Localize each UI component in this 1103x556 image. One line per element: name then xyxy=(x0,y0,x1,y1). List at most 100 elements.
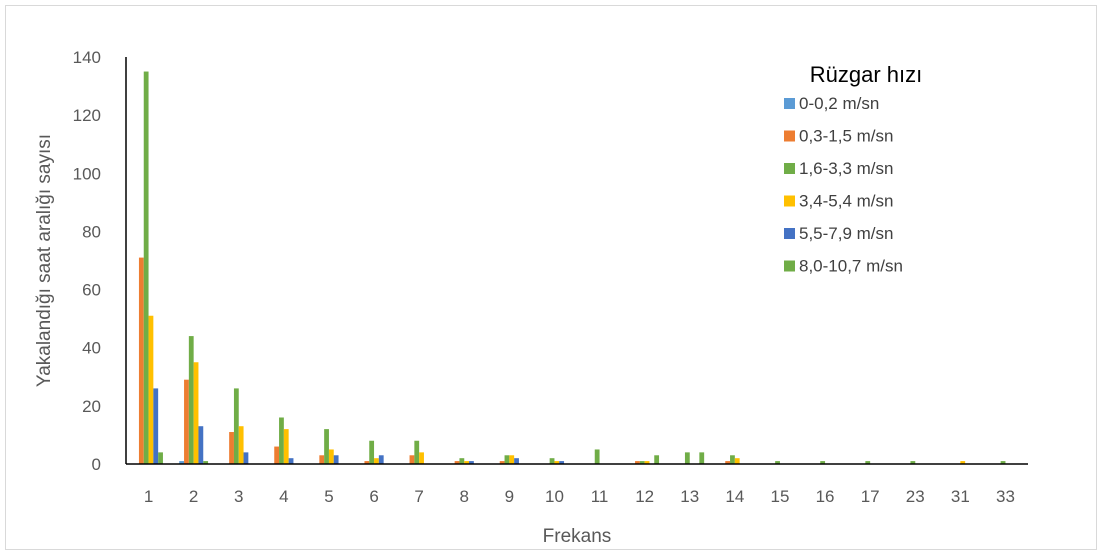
bar xyxy=(324,429,329,464)
legend-swatch xyxy=(784,130,795,142)
chart-frame xyxy=(5,5,1097,550)
bar xyxy=(775,461,780,464)
legend-swatch xyxy=(784,260,795,272)
legend-label: 8,0-10,7 m/sn xyxy=(799,257,903,276)
x-tick-label: 6 xyxy=(369,487,378,506)
legend-label: 3,4-5,4 m/sn xyxy=(799,192,894,211)
bar xyxy=(635,461,640,464)
bar xyxy=(158,452,163,464)
bar xyxy=(559,461,565,464)
y-tick-label: 80 xyxy=(82,222,101,241)
bar xyxy=(554,461,560,464)
legend-label: 0,3-1,5 m/sn xyxy=(799,127,894,146)
x-tick-label: 2 xyxy=(189,487,198,506)
bar xyxy=(414,440,420,464)
x-tick-label: 7 xyxy=(414,487,423,506)
bar xyxy=(288,458,294,464)
legend-label: 0-0,2 m/sn xyxy=(799,94,879,113)
bar xyxy=(504,455,510,464)
legend: 0-0,2 m/sn 0,3-1,5 m/sn 1,6-3,3 m/sn 3,4-5,… xyxy=(784,94,903,276)
y-tick-label: 40 xyxy=(82,339,101,358)
bar xyxy=(233,388,239,464)
bar xyxy=(283,429,289,464)
bar xyxy=(820,461,826,464)
x-tick-label: 9 xyxy=(505,487,514,506)
y-tick-label: 0 xyxy=(92,455,101,474)
bar xyxy=(238,426,244,464)
bar xyxy=(198,426,204,464)
bar xyxy=(454,461,460,464)
x-tick-label: 16 xyxy=(816,487,835,506)
bar xyxy=(143,71,149,464)
y-tick-label: 100 xyxy=(73,164,101,183)
x-tick-label: 17 xyxy=(861,487,880,506)
bars xyxy=(138,71,1006,464)
bar xyxy=(148,315,154,464)
bar xyxy=(509,455,515,464)
bar xyxy=(549,458,555,464)
bar xyxy=(279,417,284,464)
bar xyxy=(1000,461,1006,464)
bar xyxy=(469,461,474,464)
x-axis-ticks: 1 2 3 4 5 6 7 8 9 10 11 12 13 14 15 16 17 23 31 33 xyxy=(144,487,1015,506)
x-tick-label: 11 xyxy=(591,487,609,506)
bar xyxy=(730,455,735,464)
bar xyxy=(374,458,379,464)
bar xyxy=(639,461,645,464)
legend-swatch xyxy=(784,98,795,109)
bar xyxy=(865,461,871,464)
bar xyxy=(514,458,519,464)
legend-label: 1,6-3,3 m/sn xyxy=(799,159,894,178)
x-tick-label: 14 xyxy=(725,487,744,506)
bar xyxy=(179,461,185,464)
legend-label: 5,5-7,9 m/sn xyxy=(799,224,894,243)
bar xyxy=(409,455,415,464)
bar xyxy=(499,461,505,464)
bar xyxy=(419,452,424,464)
x-tick-label: 1 xyxy=(144,487,153,506)
bar xyxy=(684,452,690,464)
bar xyxy=(184,379,189,464)
bar xyxy=(369,440,375,464)
x-tick-label: 13 xyxy=(680,487,699,506)
x-tick-label: 31 xyxy=(951,487,970,506)
bar xyxy=(138,257,144,464)
bar xyxy=(464,461,470,464)
x-tick-label: 15 xyxy=(770,487,789,506)
bar xyxy=(734,458,740,464)
x-tick-label: 5 xyxy=(324,487,333,506)
x-tick-label: 10 xyxy=(545,487,564,506)
x-tick-label: 8 xyxy=(460,487,469,506)
x-tick-label: 3 xyxy=(234,487,243,506)
y-tick-label: 20 xyxy=(82,397,101,416)
bar xyxy=(333,455,339,464)
y-tick-label: 60 xyxy=(82,281,101,300)
bar xyxy=(594,449,600,464)
bar xyxy=(910,461,916,464)
bar xyxy=(364,461,370,464)
y-tick-label: 120 xyxy=(73,106,101,125)
x-tick-label: 23 xyxy=(906,487,925,506)
bar xyxy=(654,455,660,464)
legend-title: Rüzgar hızı xyxy=(810,62,923,87)
x-tick-label: 4 xyxy=(279,487,288,506)
x-axis-title: Frekans xyxy=(543,526,612,547)
bar xyxy=(188,336,194,464)
bar xyxy=(319,455,325,464)
y-axis-title: Yakalandığı saat aralığı sayısı xyxy=(34,134,55,387)
bar xyxy=(699,452,705,464)
bar xyxy=(229,432,234,464)
bar xyxy=(203,461,209,464)
legend-swatch xyxy=(784,228,795,239)
x-tick-label: 33 xyxy=(996,487,1015,506)
x-tick-label: 12 xyxy=(635,487,654,506)
bar xyxy=(243,452,249,464)
bar xyxy=(960,461,966,464)
bar xyxy=(459,458,465,464)
bar xyxy=(153,388,159,464)
bar xyxy=(274,446,280,464)
bar xyxy=(725,461,731,464)
bar xyxy=(193,362,199,464)
bar xyxy=(378,455,384,464)
